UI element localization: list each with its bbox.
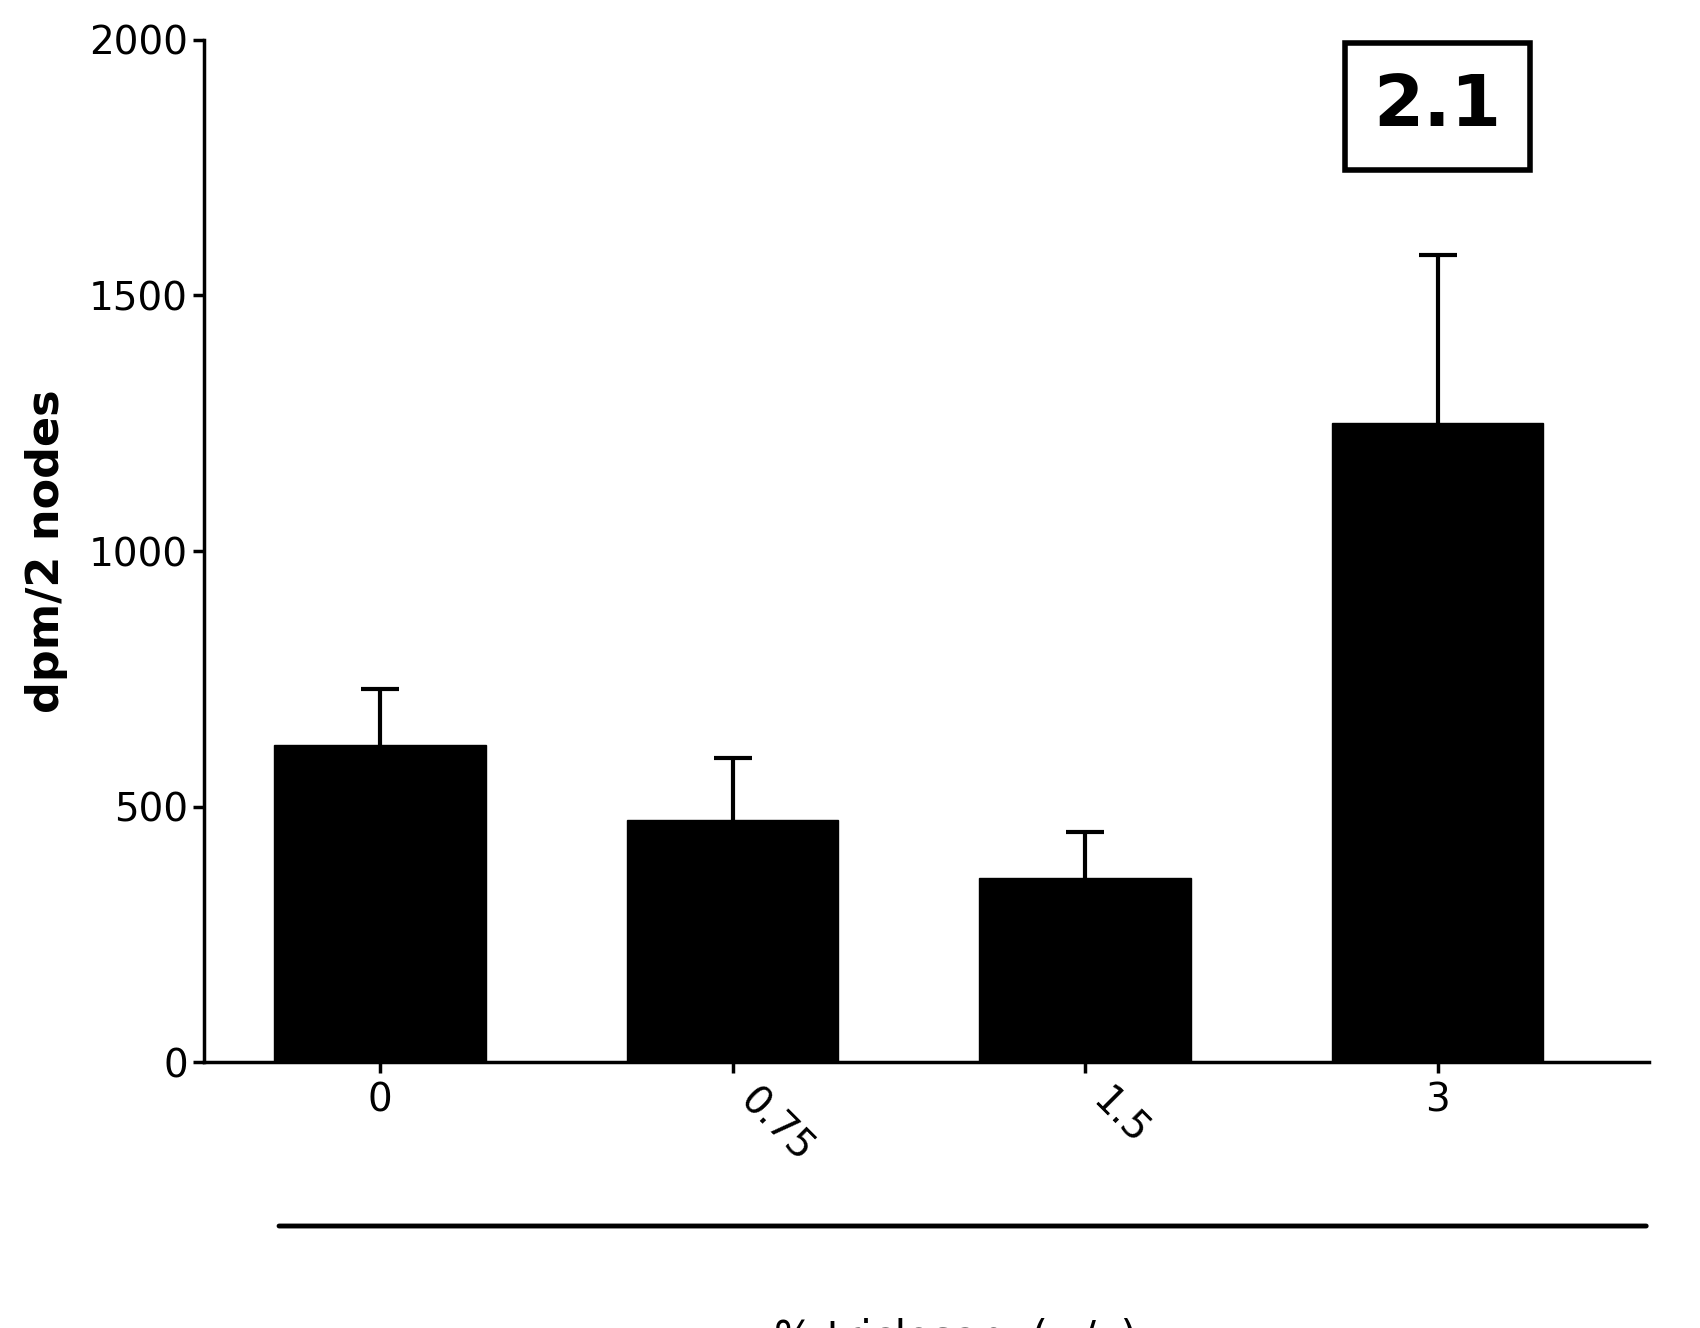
Bar xyxy=(979,878,1190,1062)
Text: % triclosan  (w/v): % triclosan (w/v) xyxy=(774,1317,1137,1328)
Y-axis label: dpm/2 nodes: dpm/2 nodes xyxy=(26,389,68,713)
Text: 2.1: 2.1 xyxy=(1374,72,1501,141)
Bar xyxy=(1331,424,1544,1062)
Bar xyxy=(274,745,486,1062)
Bar xyxy=(627,819,838,1062)
